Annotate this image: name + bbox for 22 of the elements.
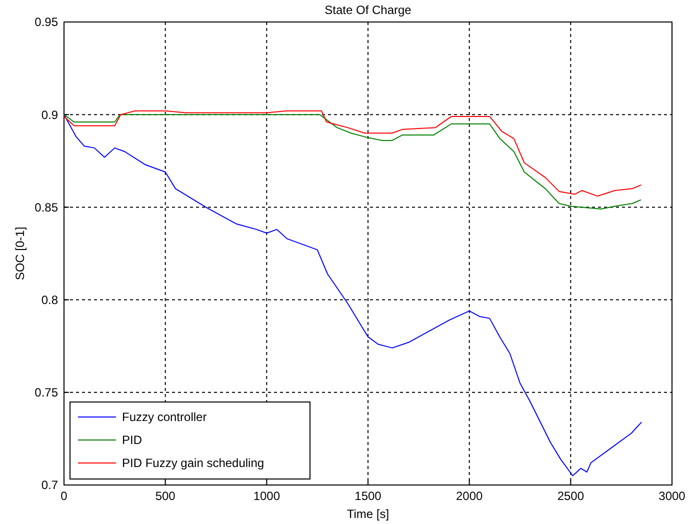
y-tick-label: 0.95: [34, 15, 58, 30]
x-tick-label: 500: [155, 489, 176, 503]
x-tick-label: 2500: [557, 489, 584, 503]
x-tick-label: 1000: [253, 489, 280, 503]
x-tick-label: 2000: [456, 489, 484, 503]
y-tick-label: 0.9: [41, 108, 58, 122]
line-series: [64, 114, 642, 476]
legend-label: PID Fuzzy gain scheduling: [122, 456, 264, 470]
y-tick-label: 0.75: [34, 386, 58, 400]
y-axis-title: SOC [0-1]: [13, 226, 27, 280]
x-tick-label: 3000: [658, 489, 686, 503]
legend-label: Fuzzy controller: [122, 410, 207, 424]
x-axis-title: Time [s]: [346, 507, 390, 521]
line-series: [64, 110, 642, 197]
line-series: [64, 114, 642, 210]
y-tick-label: 0.85: [34, 200, 58, 214]
y-tick-label: 0.8: [41, 293, 58, 307]
x-tick-label: 1500: [354, 489, 382, 503]
chart-title: State Of Charge: [324, 3, 412, 17]
x-tick-label: 0: [60, 489, 68, 503]
y-tick-label: 0.7: [41, 478, 58, 492]
legend-label: PID: [122, 433, 142, 448]
